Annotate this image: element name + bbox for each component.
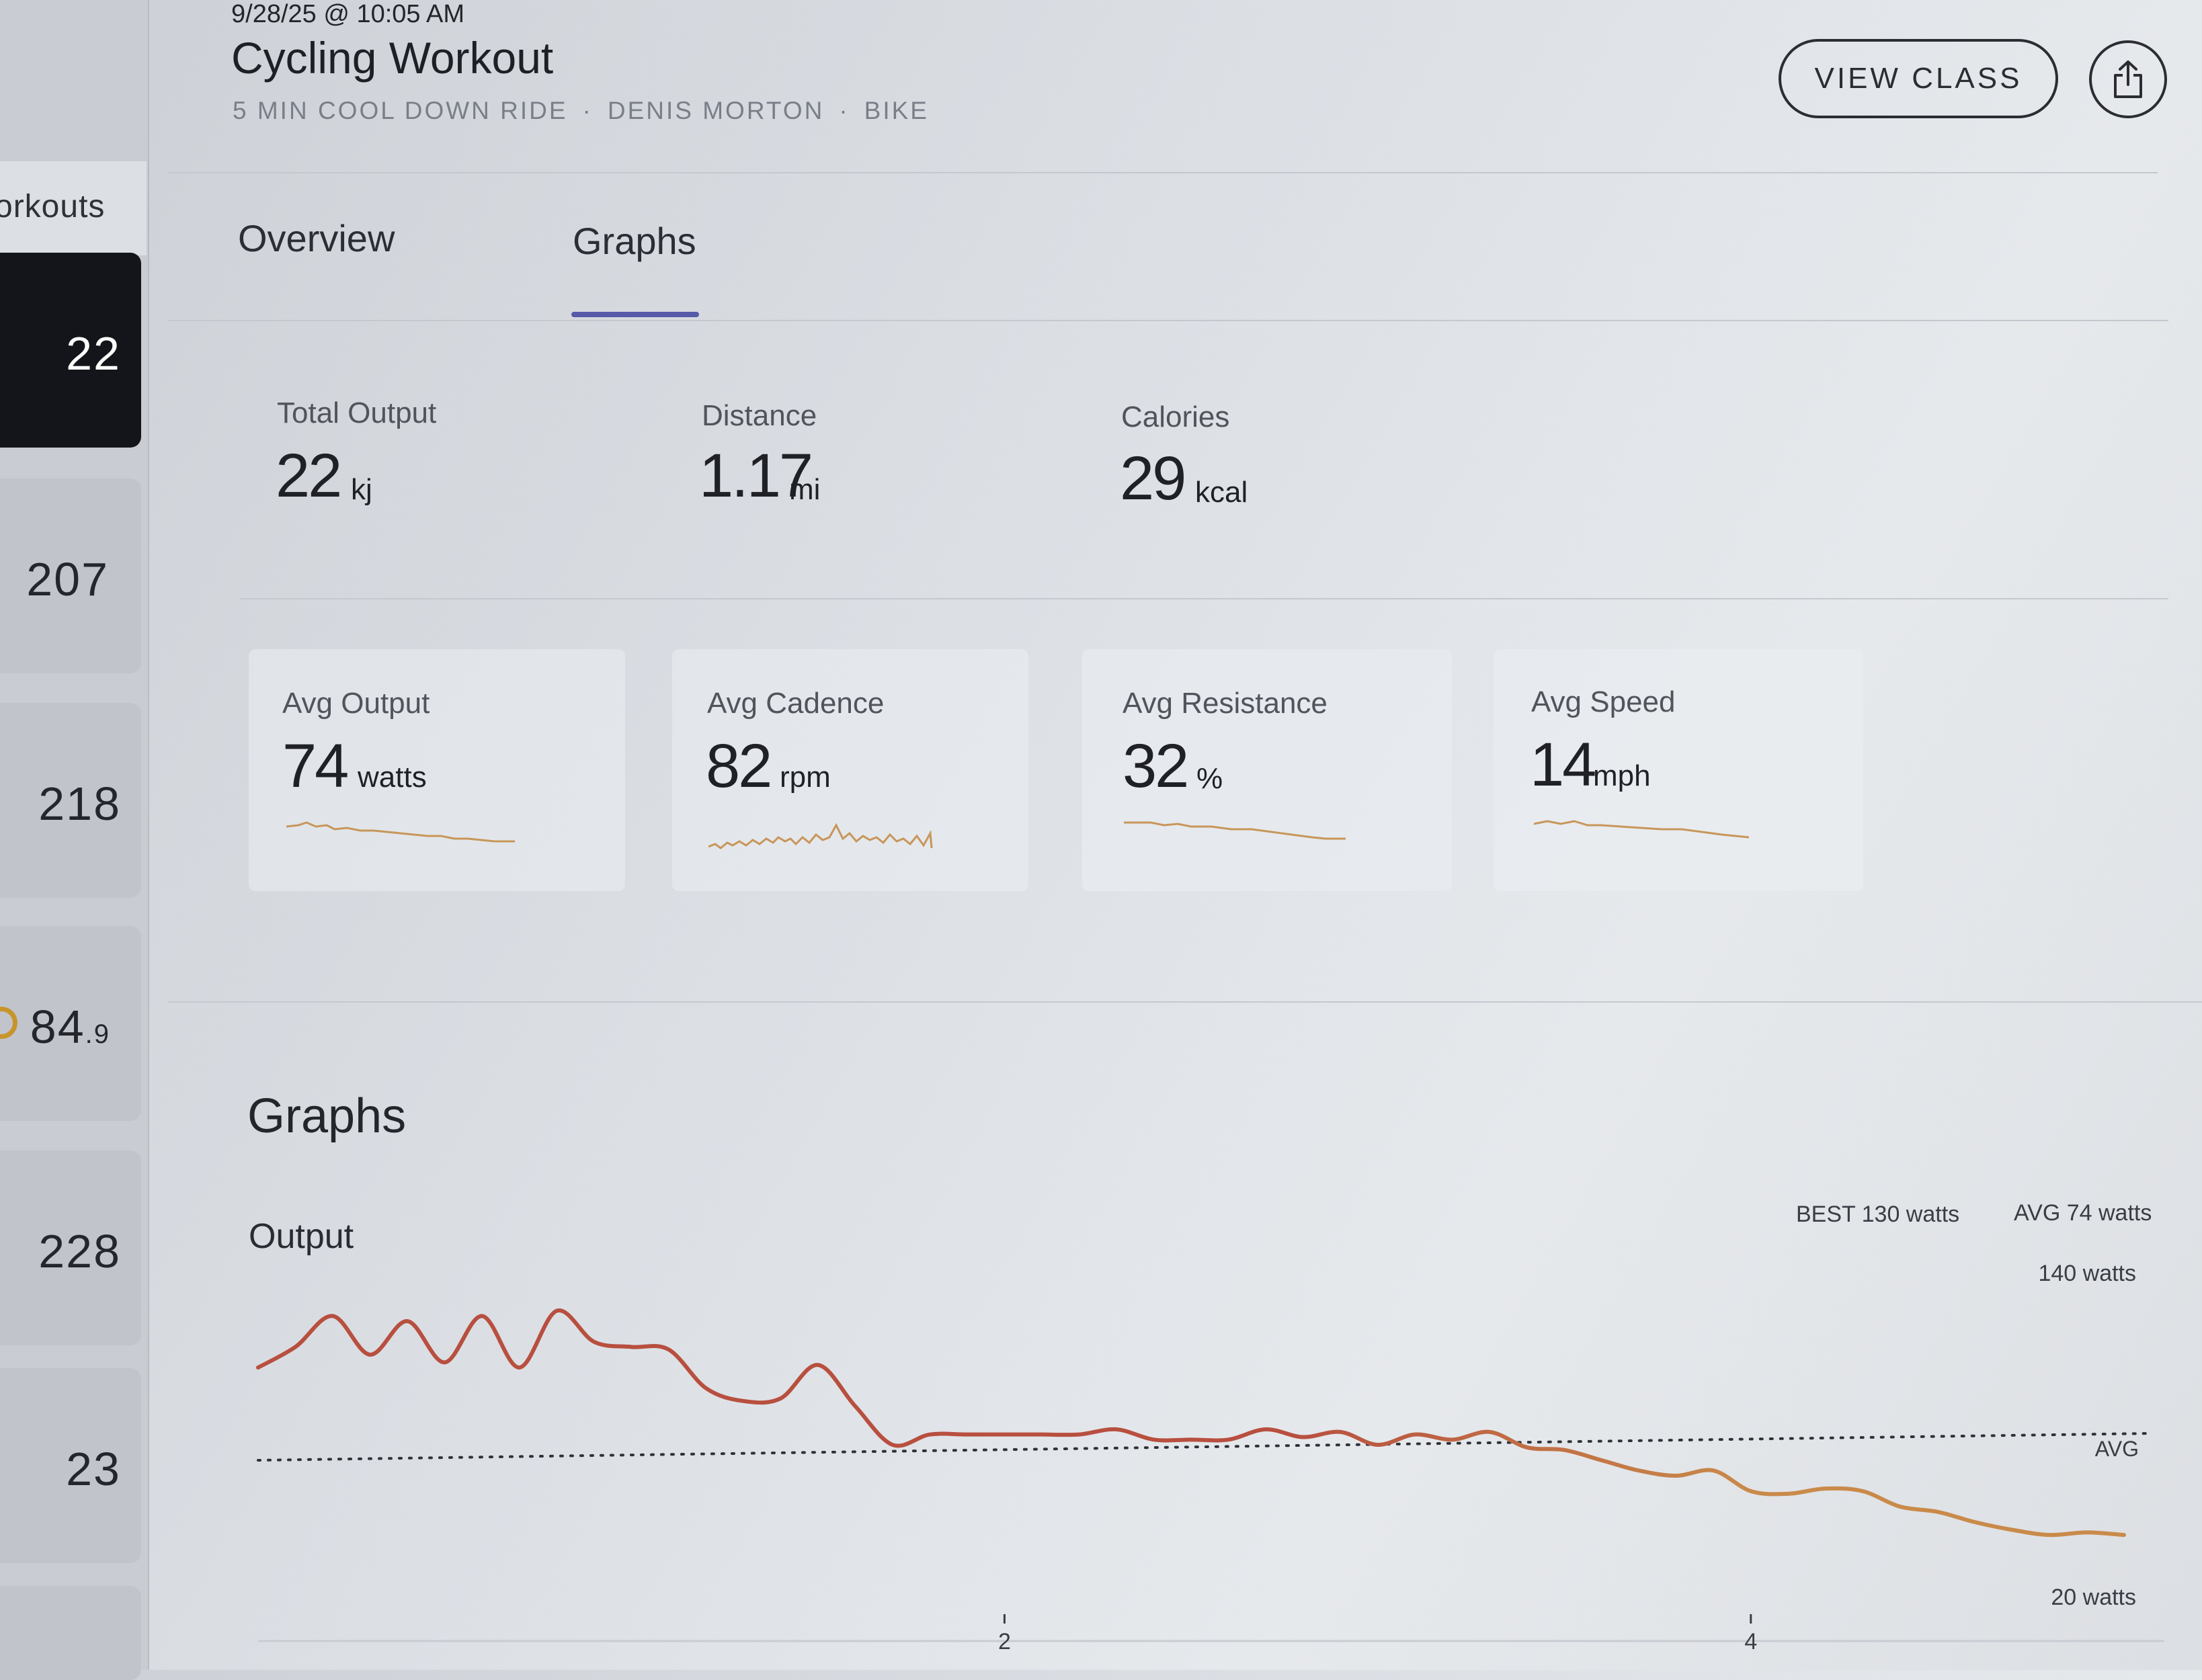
ride-name: 5 MIN COOL DOWN RIDE <box>233 97 568 124</box>
sidebar-workout-item[interactable]: 84.9 <box>0 926 141 1121</box>
sidebar-workout-item[interactable]: 228 <box>0 1150 141 1345</box>
calories-unit: kcal <box>1195 476 1248 509</box>
graphs-section-title: Graphs <box>247 1089 407 1143</box>
avg-output-sparkline <box>286 821 515 843</box>
instructor-name: DENIS MORTON <box>607 97 825 124</box>
distance-value: 1.17 <box>699 442 813 510</box>
sidebar-title: orkouts <box>0 189 106 224</box>
share-icon <box>2114 60 2142 98</box>
workouts-sidebar: orkouts 22 207 218 84.9 228 23 <box>0 0 149 1680</box>
avg-speed-value: 14 <box>1530 730 1596 799</box>
workout-type: BIKE <box>864 97 929 124</box>
tab-graphs[interactable]: Graphs <box>573 220 696 262</box>
active-tab-indicator <box>571 312 699 317</box>
sidebar-header <box>0 161 147 255</box>
sidebar-item-value: 84 <box>30 1001 85 1053</box>
sidebar-item-value: 22 <box>66 327 121 380</box>
sidebar-workout-item[interactable]: 218 <box>0 703 141 898</box>
avg-speed-label: Avg Speed <box>1531 685 1676 718</box>
avg-output-value: 74 <box>282 732 349 800</box>
total-output-unit: kj <box>351 473 372 506</box>
avg-cadence-unit: rpm <box>780 761 831 794</box>
sidebar-item-value: 23 <box>66 1443 121 1495</box>
calories-label: Calories <box>1121 401 1230 433</box>
avg-cadence-card <box>672 649 1028 891</box>
avg-resistance-sparkline <box>1124 821 1346 840</box>
sidebar-workout-item[interactable]: 207 <box>0 478 141 673</box>
total-output-value: 22 <box>276 442 342 510</box>
avg-resistance-unit: % <box>1196 762 1223 795</box>
sidebar-workout-item[interactable] <box>0 1586 141 1680</box>
avg-resistance-card <box>1082 649 1452 891</box>
avg-output-unit: watts <box>358 761 427 794</box>
summary-divider <box>239 598 2168 599</box>
avg-speed-card <box>1494 649 1863 891</box>
y-max-label: 140 watts <box>2038 1261 2136 1286</box>
sidebar-item-value: 218 <box>38 778 121 830</box>
x-tick-label: 2 <box>998 1629 1011 1654</box>
y-min-label: 20 watts <box>2051 1585 2136 1610</box>
ring-icon <box>0 1007 17 1039</box>
avg-cadence-label: Avg Cadence <box>707 687 885 720</box>
x-tick-label: 4 <box>1744 1629 1757 1654</box>
avg-resistance-value: 32 <box>1123 732 1189 800</box>
avg-cadence-sparkline <box>708 823 933 849</box>
avg-resistance-label: Avg Resistance <box>1123 687 1328 720</box>
header-divider <box>168 172 2158 173</box>
best-output-label: BEST 130 watts <box>1796 1202 1960 1227</box>
total-output-label: Total Output <box>277 396 437 429</box>
sidebar-item-value: 207 <box>26 553 109 605</box>
workout-subtitle: 5 MIN COOL DOWN RIDE · DENIS MORTON · BIKE <box>233 97 929 125</box>
avg-cadence-value: 82 <box>706 732 772 800</box>
share-button[interactable] <box>2089 40 2167 118</box>
avg-line-label: AVG <box>2095 1437 2139 1461</box>
avg-speed-sparkline <box>1534 820 1750 839</box>
view-class-button[interactable]: VIEW CLASS <box>1779 39 2058 118</box>
page-title: Cycling Workout <box>231 33 554 83</box>
sidebar-workout-item[interactable]: 23 <box>0 1368 141 1563</box>
sidebar-item-value-wrap: 84.9 <box>30 1000 110 1054</box>
output-series-line <box>256 1308 2126 1538</box>
avg-dotted-line <box>257 1432 2152 1462</box>
sidebar-item-suffix: .9 <box>85 1019 110 1049</box>
workout-date: 9/28/25 @ 10:05 AM <box>231 0 465 28</box>
calories-value: 29 <box>1120 444 1186 513</box>
distance-unit: mi <box>789 473 821 506</box>
tab-overview[interactable]: Overview <box>238 217 395 259</box>
separator: · <box>839 97 850 124</box>
section-divider <box>168 1001 2202 1003</box>
tabs-divider <box>168 320 2168 321</box>
avg-output-card <box>249 649 625 891</box>
distance-label: Distance <box>702 399 817 432</box>
avg-output-label-chart: AVG 74 watts <box>2014 1200 2152 1226</box>
output-graph-label: Output <box>249 1217 354 1256</box>
sidebar-workout-item[interactable]: 22 <box>0 253 141 448</box>
avg-speed-unit: mph <box>1593 759 1651 792</box>
avg-output-label: Avg Output <box>282 687 430 720</box>
separator: · <box>582 97 593 124</box>
sidebar-item-value: 228 <box>38 1225 121 1277</box>
